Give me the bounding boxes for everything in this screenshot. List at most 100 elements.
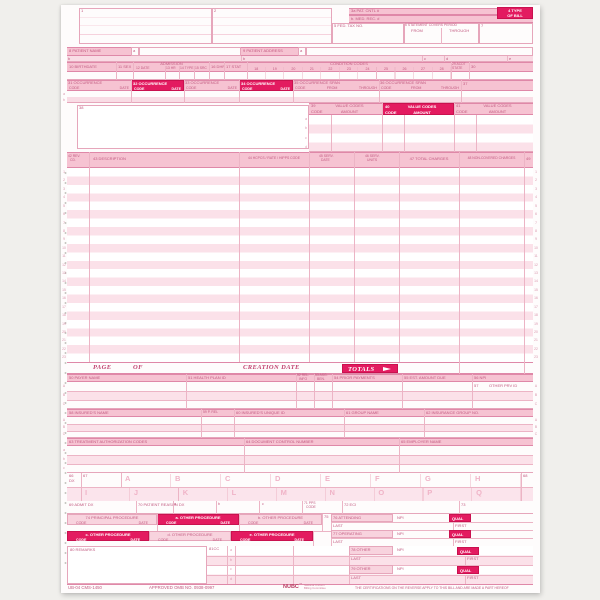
service-line-number: 1 — [535, 170, 537, 174]
grid-line — [344, 409, 345, 438]
grid-line — [239, 514, 240, 531]
field-76-npi-label: NPI — [397, 515, 404, 520]
grid-line — [399, 152, 400, 362]
totals-arrow-icon — [383, 366, 391, 371]
diagnosis-letters-row1: A B C D E F G H — [121, 474, 521, 487]
field-76-first-label: FIRST — [455, 522, 467, 528]
grid-line — [465, 555, 466, 565]
field-74a-label: a. OTHER PROCEDURE — [175, 515, 221, 520]
service-line-number: 21 — [534, 338, 538, 343]
value-41-cell: 41 VALUE CODES CODE AMOUNT — [454, 103, 533, 115]
field-51-label: 51 HEALTH PLAN ID — [188, 375, 226, 380]
field-59-label: 59 P. REL — [203, 410, 219, 414]
field-68-label: 68 — [523, 473, 528, 478]
auth-rows-border — [67, 446, 533, 473]
field-14-label: 14 TYPE — [180, 66, 194, 70]
grid-line — [382, 103, 383, 152]
grid-line — [469, 62, 470, 80]
field-79-first-label: FIRST — [467, 575, 479, 580]
service-line-number: 4 — [63, 195, 65, 200]
insured-row-letter: C — [62, 432, 66, 436]
field-77-qual-box: QUAL — [449, 530, 471, 538]
field-41-number: 41 — [456, 103, 461, 108]
field-39-title: VALUE CODES — [335, 103, 364, 108]
field-73-label: 73 — [461, 502, 466, 507]
field-57-number: 57 — [474, 383, 479, 388]
grid-line — [89, 152, 90, 362]
field-64-label: 64 DOCUMENT CONTROL NUMBER — [246, 439, 314, 444]
charge-columns-header-band — [67, 152, 533, 168]
field-65-label: 65 EMPLOYER NAME — [401, 439, 442, 444]
field-3a-pat-cntl-band — [349, 8, 497, 15]
field-61-label: 61 GROUP NAME — [346, 410, 379, 415]
service-line-number: 19 — [62, 321, 66, 326]
field-8-label: 8 PATIENT NAME — [69, 48, 102, 53]
grid-line — [454, 103, 455, 152]
field-54-label: 54 PRIOR PAYMENTS — [334, 375, 375, 380]
field-76-qual-label: QUAL — [452, 516, 464, 521]
totals-row — [67, 362, 533, 374]
field-46-label-line1: 46 SERV. — [365, 154, 380, 158]
field-76-last-label: LAST — [333, 522, 344, 528]
field-32-sublabels: CODE DATE — [134, 87, 181, 91]
diagnosis-letter: L — [231, 488, 237, 497]
grid-line — [201, 409, 202, 438]
other-78-band — [349, 546, 393, 555]
field-78-first-label: FIRST — [467, 556, 479, 561]
service-line-number: 23 — [534, 355, 538, 360]
field-74c-label: c. OTHER PROCEDURE — [85, 532, 131, 537]
field-11-label: 11 SEX — [118, 64, 132, 69]
field-79-last-label: LAST — [351, 575, 362, 580]
field-74c-sublabels: CODE DATE — [76, 537, 140, 542]
diagnosis-letter: K — [182, 488, 189, 497]
grid-line — [67, 487, 533, 488]
field-40-title: VALUE CODES — [407, 104, 437, 109]
field-35-label: 35 OCCURRENCE SPAN — [294, 80, 340, 85]
service-line-number: 4 — [535, 195, 537, 200]
field-53-label-line1: 53 ASG. — [315, 373, 328, 377]
field-31-label: 31 OCCURRENCE — [68, 80, 103, 85]
field-43-label: 43 DESCRIPTION — [93, 156, 126, 161]
service-line-numbers-right: 1 2 3 4 5 6 7 8 9 10 11 12 13 14 15 16 17 18 19 20 21 22 23 — [533, 168, 539, 362]
insured-header-band — [67, 409, 533, 417]
field-41-code: CODE — [456, 108, 468, 114]
field-4-type-of-bill-box: 4 TYPE OF BILL — [497, 7, 533, 19]
field-66-label-line1: 66 — [69, 473, 74, 478]
field-77-label: 77 OPERATING — [333, 531, 362, 536]
diagnosis-letter: M — [280, 488, 287, 497]
grid-line — [342, 501, 343, 514]
field-45-label-line2: DATE — [321, 158, 330, 162]
payer-row-letter: A — [62, 384, 66, 388]
grid-line — [459, 501, 460, 514]
occurrence-row-b-stripe — [67, 97, 533, 103]
insured-rows-border — [67, 417, 533, 438]
field-52-label-line1: 52 REL. — [297, 373, 310, 377]
field-38-responsible-party-box — [77, 105, 309, 149]
grid-line — [67, 431, 533, 432]
occurrence-31-cell: 31 OCCURRENCE CODE DATE — [67, 80, 131, 91]
grid-line — [194, 66, 195, 80]
occurrence-span-35-cell: 35 OCCURRENCE SPAN CODE FROM THROUGH — [293, 80, 379, 91]
grid-line — [476, 115, 477, 152]
diagnosis-letter: B — [175, 474, 181, 483]
occurrence-row-letter: a — [63, 92, 65, 96]
field-41-amount: AMOUNT — [488, 108, 507, 114]
field-74d-label: d. OTHER PROCEDURE — [167, 532, 213, 537]
service-line-number: 12 — [62, 262, 66, 267]
service-line-number: 1 — [63, 170, 65, 174]
grid-line — [313, 531, 314, 546]
occurrence-34-cell: 34 OCCURRENCE CODE DATE — [239, 80, 293, 91]
nubc-org-label: National Uniform Billing Committee — [304, 583, 326, 591]
field-9d-letter: d — [446, 56, 449, 61]
field-31-sublabels: CODE DATE — [69, 86, 129, 90]
grid-line — [524, 152, 525, 362]
field-74-sublabels: CODE DATE — [76, 521, 148, 525]
payer-row-letter: B — [534, 393, 538, 397]
payer-row-b-stripe — [67, 391, 533, 400]
service-line-number: 11 — [534, 254, 538, 259]
field-63-label: 63 TREATMENT AUTHORIZATION CODES — [69, 439, 148, 444]
field-77-last-label: LAST — [333, 538, 344, 544]
service-line-number: 14 — [534, 279, 538, 284]
payer-row-letters-left: A B C — [61, 382, 67, 409]
